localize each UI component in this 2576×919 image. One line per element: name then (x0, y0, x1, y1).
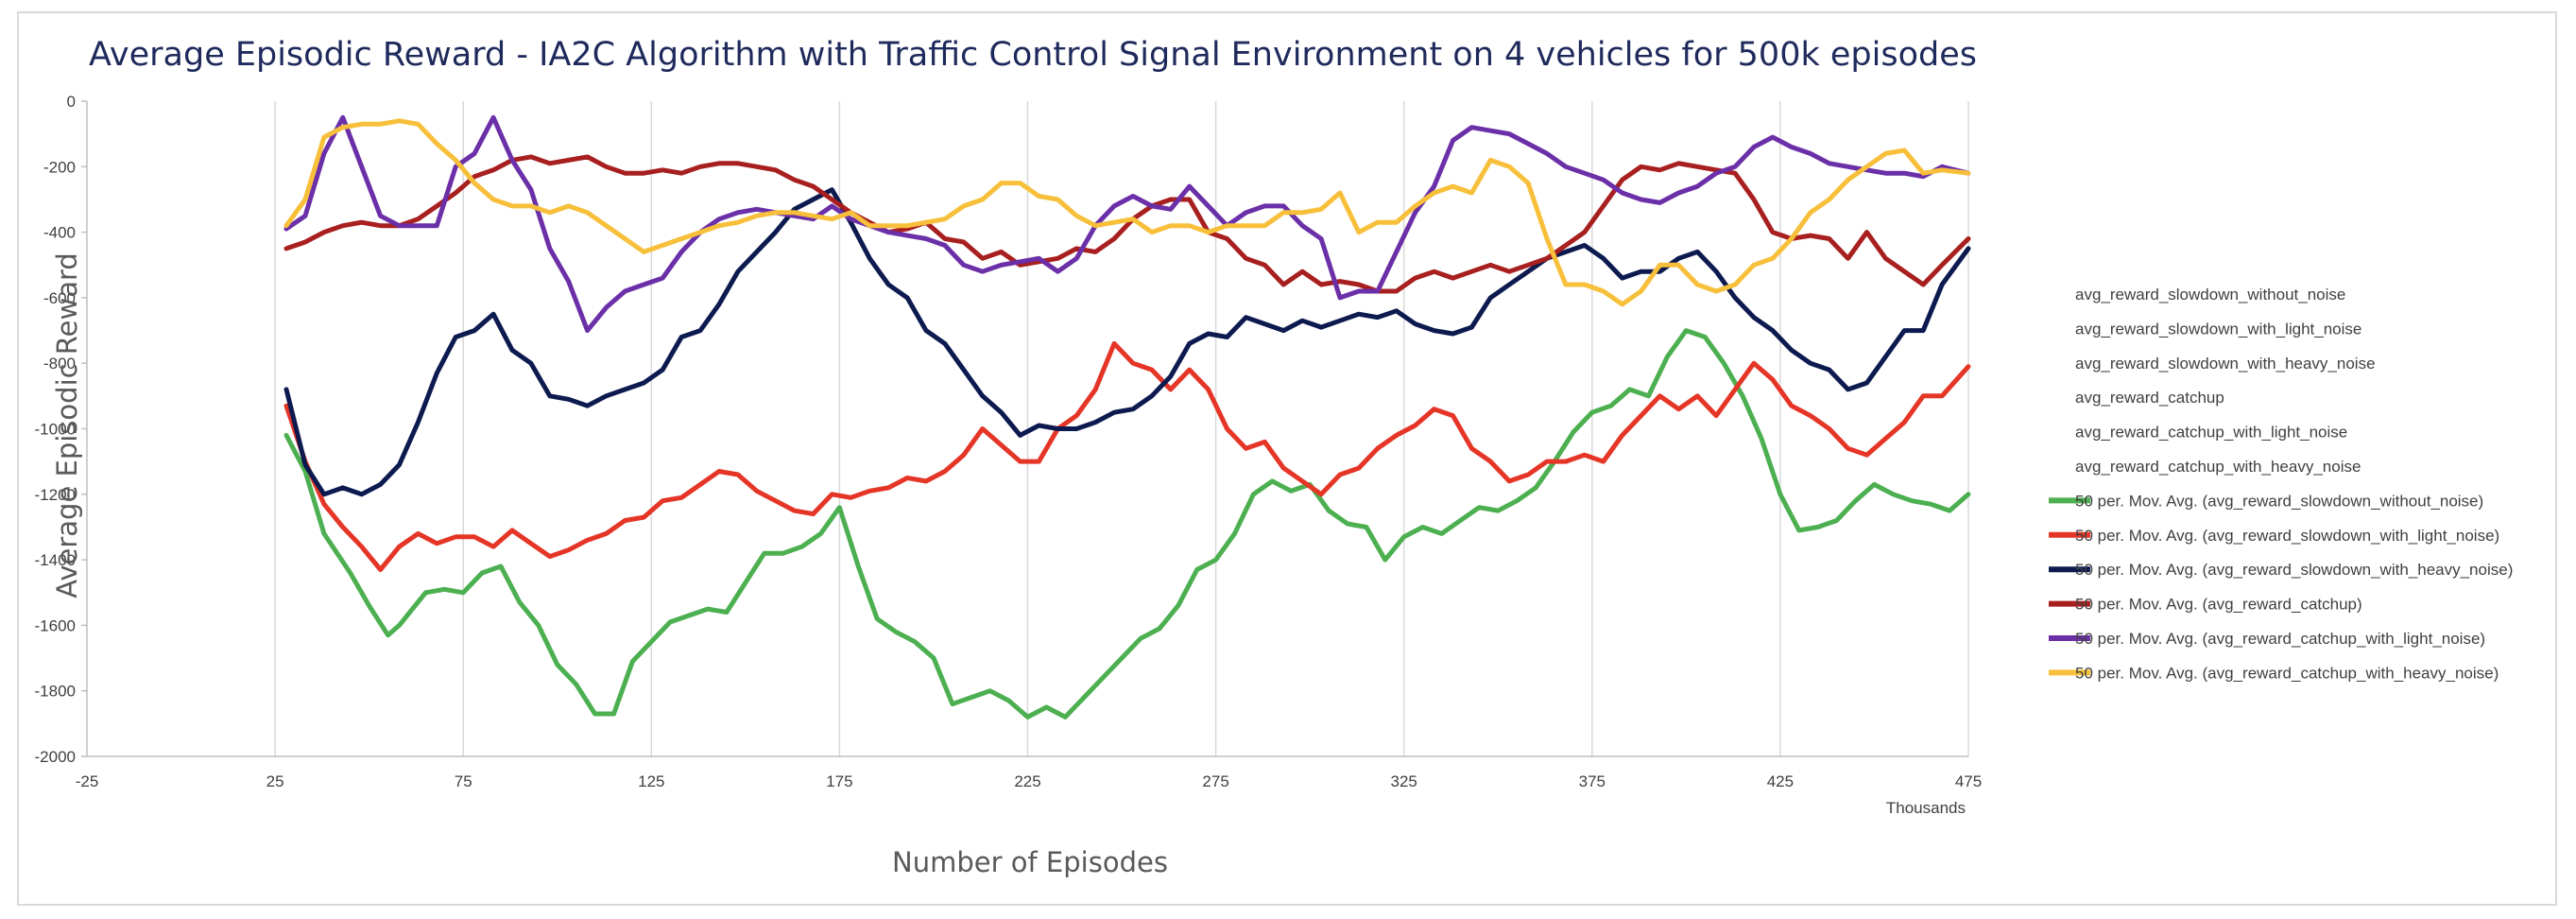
line-chart: Average Episodic Reward - IA2C Algorithm… (35, 36, 2514, 878)
y-tick-label: -2000 (35, 748, 76, 766)
legend-entry-plain: avg_reward_slowdown_without_noise (2075, 286, 2345, 303)
y-tick-labels: 0 -200 -400 -600 -800 -1000 -1200 -1400 -1600 -18… (35, 93, 76, 766)
x-tick-label: 25 (266, 772, 284, 790)
legend-entry-plain: avg_reward_catchup_with_heavy_noise (2075, 458, 2361, 476)
x-tick-label: 125 (638, 772, 664, 790)
x-tick-label: 425 (1767, 772, 1794, 790)
chart-title: Average Episodic Reward - IA2C Algorithm… (89, 36, 1977, 74)
legend-entry-series: 50 per. Mov. Avg. (avg_reward_catchup) (2075, 596, 2362, 614)
legend-entry-plain: avg_reward_slowdown_with_light_noise (2075, 320, 2361, 338)
x-tick-label: 475 (1955, 772, 1982, 790)
y-axis-title: Average Episodic Reward (51, 252, 83, 598)
legend-entry-plain: avg_reward_catchup_with_light_noise (2075, 424, 2347, 442)
x-tick-label: 375 (1579, 772, 1606, 790)
y-tick-label: -1200 (35, 486, 76, 504)
y-tick-label: -200 (43, 158, 76, 176)
x-tick-labels: -25 25 75 125 175 225 275 325 375 425 475 (76, 772, 1982, 790)
y-tick-label: -800 (43, 355, 76, 373)
legend-entry-series: 50 per. Mov. Avg. (avg_reward_catchup_wi… (2075, 630, 2485, 648)
y-tick-label: -1600 (35, 616, 76, 634)
legend: avg_reward_slowdown_without_noise avg_rew… (2049, 286, 2513, 682)
chart-frame: Average Episodic Reward - IA2C Algorithm… (17, 11, 2557, 906)
legend-entry-series: 50 per. Mov. Avg. (avg_reward_slowdown_w… (2075, 561, 2513, 579)
series-lines (283, 114, 1971, 720)
axes (81, 100, 1968, 757)
legend-entry-plain: avg_reward_catchup (2075, 389, 2224, 407)
legend-entry-series: 50 per. Mov. Avg. (avg_reward_slowdown_w… (2075, 492, 2483, 510)
y-tick-label: 0 (67, 93, 76, 111)
legend-entry-plain: avg_reward_slowdown_with_heavy_noise (2075, 355, 2376, 373)
series-line-3 (283, 187, 1971, 497)
x-axis-title: Number of Episodes (892, 846, 1168, 878)
y-tick-label: -1800 (35, 683, 76, 701)
x-tick-label: 175 (826, 772, 852, 790)
series-line-5 (283, 114, 1971, 334)
y-tick-label: -600 (43, 289, 76, 307)
series-line-1 (283, 328, 1971, 720)
y-tick-label: -1400 (35, 551, 76, 569)
x-tick-label: 225 (1014, 772, 1040, 790)
x-tick-label: -25 (76, 772, 99, 790)
series-line-6 (283, 118, 1971, 307)
x-tick-label: 325 (1391, 772, 1417, 790)
y-tick-label: -1000 (35, 421, 76, 439)
x-tick-label: 75 (455, 772, 472, 790)
legend-entry-series: 50 per. Mov. Avg. (avg_reward_slowdown_w… (2075, 527, 2499, 545)
x-unit-label: Thousands (1886, 799, 1966, 817)
legend-entry-series: 50 per. Mov. Avg. (avg_reward_catchup_wi… (2075, 664, 2499, 682)
series-line-4 (283, 154, 1971, 294)
series-line-2 (283, 340, 1971, 572)
x-tick-label: 275 (1202, 772, 1228, 790)
y-tick-label: -400 (43, 224, 76, 242)
